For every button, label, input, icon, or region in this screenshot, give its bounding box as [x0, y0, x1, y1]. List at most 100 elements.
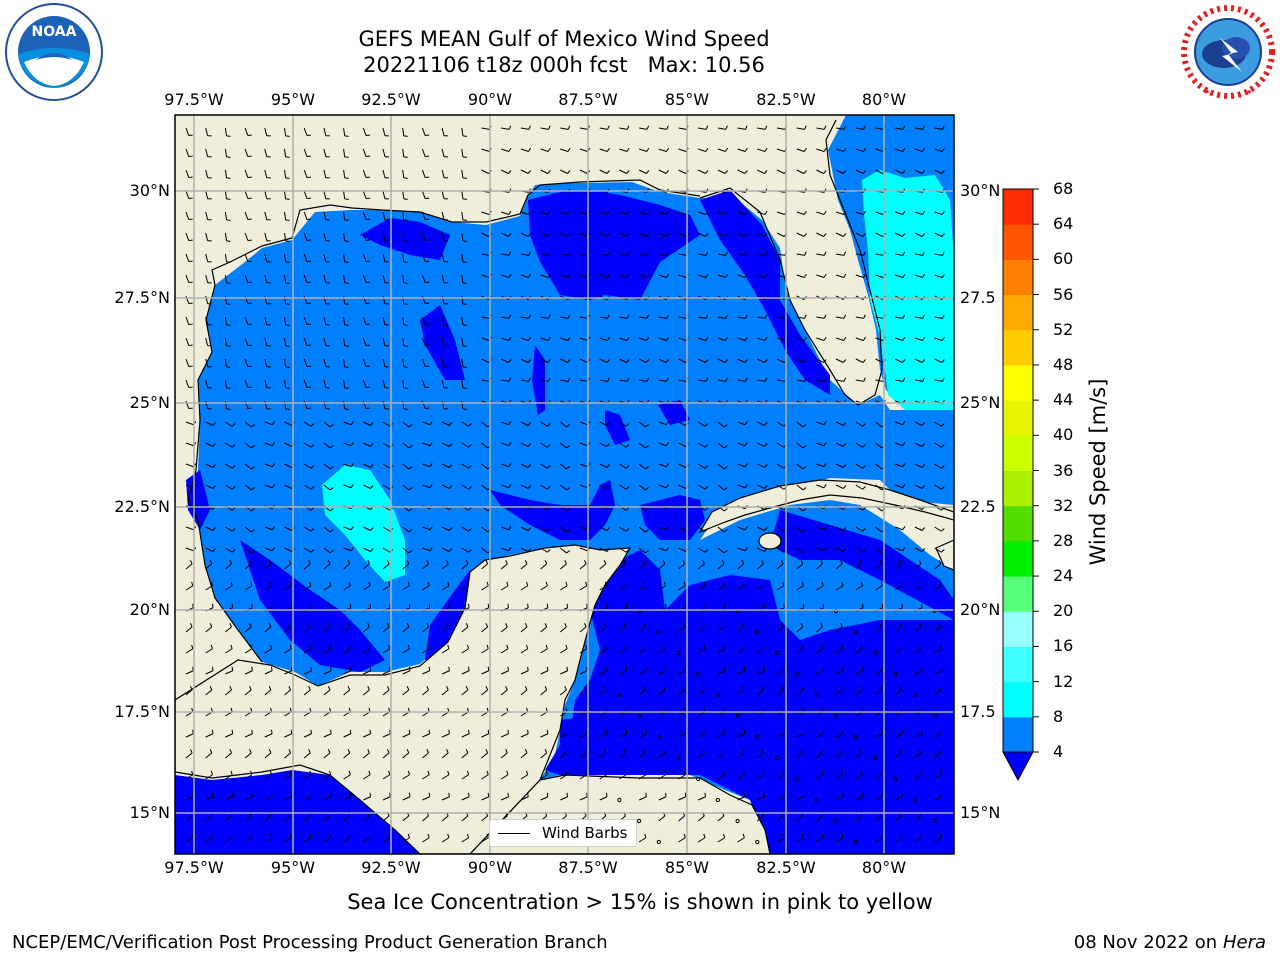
- wind-barb-shaft: [560, 585, 568, 591]
- wind-barb-flag: [705, 359, 709, 363]
- wind-barb-flag: [606, 273, 610, 278]
- wind-barb-shaft: [421, 211, 426, 220]
- wind-barb-flag: [585, 644, 588, 649]
- wind-barb-shaft: [402, 463, 410, 470]
- wind-barb-flag: [902, 526, 906, 531]
- wind-barb-shaft: [461, 463, 469, 469]
- wind-barb-shaft: [835, 626, 843, 633]
- wind-barb-shaft: [185, 253, 190, 262]
- wind-barb-flag: [745, 377, 748, 382]
- wind-barb-flag: [231, 729, 234, 734]
- wind-barb-shaft: [362, 689, 370, 696]
- wind-barb-shaft: [599, 689, 607, 696]
- wind-barb-shaft: [816, 752, 823, 759]
- wind-barb-flag: [801, 707, 804, 712]
- wind-barb-shaft: [914, 815, 922, 822]
- wind-barb-flag: [918, 749, 922, 754]
- wind-barb-flag: [643, 560, 646, 565]
- wind-barb-shaft: [441, 648, 450, 654]
- wind-barb-shaft: [579, 648, 588, 654]
- wind-barb-flag: [289, 707, 292, 712]
- wind-barb-shaft: [579, 169, 588, 174]
- wind-barb-flag: [780, 560, 784, 565]
- wind-barb-shaft: [520, 648, 528, 654]
- wind-barb-shaft: [678, 148, 687, 152]
- wind-barb-shaft: [934, 169, 943, 174]
- wind-barb-shaft: [224, 337, 228, 346]
- wind-barb-shaft: [934, 733, 943, 738]
- wind-barb-shaft: [402, 169, 405, 178]
- wind-barb-shaft: [835, 648, 844, 654]
- wind-barb-shaft: [599, 648, 607, 654]
- wind-barb-flag: [289, 833, 292, 838]
- wind-barb-shaft: [560, 648, 568, 654]
- wind-barb-shaft: [796, 585, 804, 591]
- wind-barb-flag: [310, 528, 315, 532]
- wind-barb-flag: [585, 581, 588, 586]
- wind-barb-flag: [663, 581, 667, 586]
- wind-barb-flag: [528, 336, 532, 341]
- wind-barb-shaft: [382, 484, 391, 490]
- wind-barb-shaft: [264, 274, 268, 283]
- wind-barb-shaft: [599, 337, 608, 341]
- wind-barb-shaft: [836, 316, 845, 319]
- wind-barb-shaft: [619, 127, 628, 130]
- wind-barb-shaft: [323, 148, 327, 157]
- wind-barb-shaft: [362, 379, 367, 388]
- run-date: 08 Nov 2022 on Hera: [1074, 932, 1266, 953]
- wind-barb-flag: [268, 560, 272, 565]
- wind-barb-flag: [605, 729, 608, 734]
- calm-marker: [794, 776, 799, 782]
- wind-barb-flag: [606, 527, 610, 531]
- wind-barb-flag: [251, 550, 255, 554]
- wind-barb-flag: [802, 466, 807, 470]
- wind-barb-shaft: [284, 648, 292, 654]
- wind-barb-shaft: [185, 190, 190, 199]
- wind-barb-shaft: [501, 316, 510, 319]
- wind-barb-shaft: [835, 484, 844, 489]
- wind-barb-flag: [250, 581, 253, 586]
- wind-barb-shaft: [244, 421, 252, 428]
- wind-barb-flag: [941, 549, 945, 553]
- wind-barb-flag: [467, 729, 470, 734]
- wind-barb-shaft: [757, 547, 765, 552]
- wind-barb-shaft: [520, 585, 528, 591]
- wind-barb-flag: [724, 170, 729, 174]
- wind-barb-shaft: [737, 626, 745, 633]
- wind-barb-flag: [841, 581, 844, 586]
- wind-barb-shaft: [796, 148, 805, 152]
- wind-barb-shaft: [776, 563, 784, 570]
- wind-barb-shaft: [284, 670, 293, 675]
- wind-barb-shaft: [205, 733, 214, 738]
- wind-barb-flag: [704, 423, 709, 427]
- wind-barb-shaft: [816, 547, 825, 552]
- wind-barb-flag: [607, 314, 610, 319]
- wind-barb-flag: [191, 707, 194, 712]
- wind-barb-shaft: [895, 421, 903, 426]
- wind-barb-flag: [249, 686, 252, 691]
- wind-barb-shaft: [678, 211, 687, 215]
- wind-barb-shaft: [717, 547, 725, 554]
- wind-barb-flag: [625, 507, 630, 511]
- wind-barb-shaft: [776, 358, 785, 363]
- hispaniola-land: [935, 539, 954, 571]
- wind-barb-shaft: [934, 689, 942, 696]
- wind-barb-flag: [386, 749, 390, 754]
- colorbar-frame: [1002, 188, 1034, 753]
- wind-barb-flag: [369, 603, 372, 608]
- wind-barb-flag: [684, 666, 687, 671]
- wind-barb-flag: [465, 686, 469, 691]
- wind-barb-shaft: [914, 585, 922, 591]
- wind-barb-flag: [861, 792, 864, 797]
- wind-barb-shaft: [835, 837, 844, 843]
- wind-barb-flag: [524, 749, 528, 754]
- wind-barb-shaft: [422, 463, 431, 468]
- wind-barb-flag: [230, 707, 233, 712]
- wind-barb-flag: [524, 686, 528, 691]
- wind-barb-shaft: [422, 733, 430, 738]
- wind-barb-flag: [310, 444, 315, 448]
- wind-barb-shaft: [421, 253, 426, 262]
- wind-barb-shaft: [638, 670, 647, 675]
- wind-barb-shaft: [264, 169, 268, 178]
- wind-barb-shaft: [776, 421, 785, 427]
